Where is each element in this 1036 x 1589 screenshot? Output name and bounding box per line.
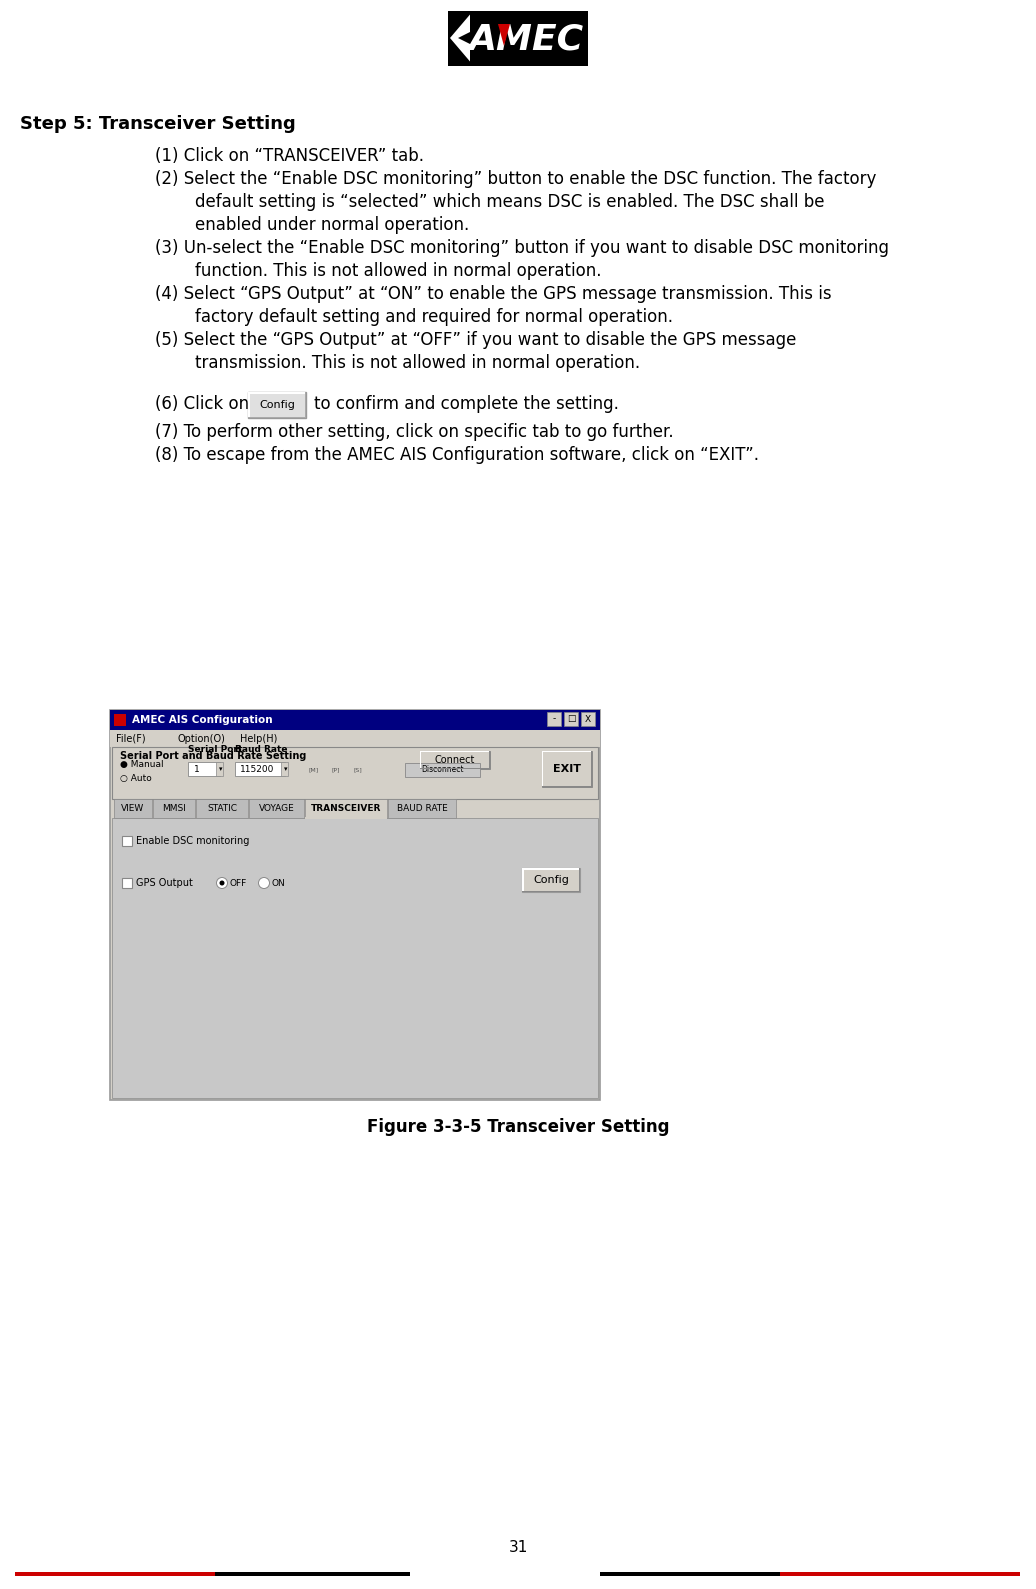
Text: STATIC: STATIC xyxy=(207,804,237,814)
Bar xyxy=(448,11,588,65)
Text: (3) Un-select the “Enable DSC monitoring” button if you want to disable DSC moni: (3) Un-select the “Enable DSC monitoring… xyxy=(155,238,889,257)
Bar xyxy=(388,799,456,818)
Circle shape xyxy=(217,877,228,888)
Text: ▾: ▾ xyxy=(284,766,288,772)
Text: transmission. This is not allowed in normal operation.: transmission. This is not allowed in nor… xyxy=(195,354,640,372)
Text: File(F): File(F) xyxy=(116,734,146,744)
Text: [M]: [M] xyxy=(309,767,319,772)
Text: (7) To perform other setting, click on specific tab to go further.: (7) To perform other setting, click on s… xyxy=(155,423,673,442)
Bar xyxy=(114,799,152,818)
Text: MMSI: MMSI xyxy=(162,804,185,814)
Text: -: - xyxy=(552,715,555,723)
Text: enabled under normal operation.: enabled under normal operation. xyxy=(195,216,469,234)
Text: Serial Port: Serial Port xyxy=(188,745,242,755)
Bar xyxy=(305,799,387,818)
Bar xyxy=(600,1572,780,1576)
Bar xyxy=(110,710,600,729)
Bar xyxy=(305,760,323,780)
Bar xyxy=(420,752,490,769)
Text: function. This is not allowed in normal operation.: function. This is not allowed in normal … xyxy=(195,262,602,280)
Bar xyxy=(281,763,288,775)
Text: GPS Output: GPS Output xyxy=(136,879,193,888)
Text: Help(H): Help(H) xyxy=(240,734,278,744)
Text: (5) Select the “GPS Output” at “OFF” if you want to disable the GPS message: (5) Select the “GPS Output” at “OFF” if … xyxy=(155,331,797,350)
Text: □: □ xyxy=(567,715,575,723)
Bar xyxy=(349,760,367,780)
Text: 31: 31 xyxy=(509,1540,527,1556)
Bar xyxy=(248,392,306,418)
Bar xyxy=(112,747,598,799)
Circle shape xyxy=(259,877,269,888)
Text: ▾: ▾ xyxy=(219,766,223,772)
Text: X: X xyxy=(585,715,592,723)
Text: Enable DSC monitoring: Enable DSC monitoring xyxy=(136,836,250,845)
Text: 1: 1 xyxy=(194,764,200,774)
Text: Serial Port and Baud Rate Setting: Serial Port and Baud Rate Setting xyxy=(120,752,307,761)
Bar xyxy=(581,712,595,726)
Text: VOYAGE: VOYAGE xyxy=(259,804,294,814)
Text: 115200: 115200 xyxy=(240,764,275,774)
Text: to confirm and complete the setting.: to confirm and complete the setting. xyxy=(314,396,618,413)
Bar xyxy=(564,712,578,726)
Text: TRANSCEIVER: TRANSCEIVER xyxy=(311,804,381,814)
Bar xyxy=(547,712,562,726)
Bar xyxy=(405,763,480,777)
Text: [P]: [P] xyxy=(332,767,340,772)
Bar xyxy=(188,763,220,775)
Text: Config: Config xyxy=(534,876,569,885)
Text: ON: ON xyxy=(272,879,286,888)
Polygon shape xyxy=(498,24,510,46)
Bar xyxy=(196,799,248,818)
Bar xyxy=(327,760,345,780)
Bar xyxy=(215,1572,410,1576)
Bar xyxy=(122,836,132,845)
Bar xyxy=(780,1572,1020,1576)
Text: (2) Select the “Enable DSC monitoring” button to enable the DSC function. The fa: (2) Select the “Enable DSC monitoring” b… xyxy=(155,170,876,188)
Text: VIEW: VIEW xyxy=(121,804,145,814)
Text: Config: Config xyxy=(259,400,295,410)
Text: Figure 3-3-5 Transceiver Setting: Figure 3-3-5 Transceiver Setting xyxy=(367,1119,669,1136)
Bar xyxy=(153,799,195,818)
Text: (6) Click on: (6) Click on xyxy=(155,396,249,413)
Polygon shape xyxy=(450,14,470,62)
Text: ● Manual: ● Manual xyxy=(120,761,164,769)
Text: ○ Auto: ○ Auto xyxy=(120,774,151,783)
Text: OFF: OFF xyxy=(230,879,248,888)
Bar xyxy=(522,868,523,891)
Text: default setting is “selected” which means DSC is enabled. The DSC shall be: default setting is “selected” which mean… xyxy=(195,192,825,211)
Text: AMEC AIS Configuration: AMEC AIS Configuration xyxy=(132,715,272,725)
Bar xyxy=(114,713,126,726)
Bar xyxy=(15,1572,215,1576)
Text: Step 5: Transceiver Setting: Step 5: Transceiver Setting xyxy=(20,114,295,133)
Text: AMEC: AMEC xyxy=(468,22,583,57)
Bar xyxy=(578,868,580,891)
Bar xyxy=(522,868,580,891)
Text: Baud Rate: Baud Rate xyxy=(235,745,288,755)
Bar xyxy=(110,729,600,747)
Bar xyxy=(112,818,598,1098)
Circle shape xyxy=(220,880,225,885)
Bar xyxy=(122,879,132,888)
Text: (8) To escape from the AMEC AIS Configuration software, click on “EXIT”.: (8) To escape from the AMEC AIS Configur… xyxy=(155,447,759,464)
Text: BAUD RATE: BAUD RATE xyxy=(397,804,448,814)
Text: EXIT: EXIT xyxy=(553,764,581,774)
Bar xyxy=(249,799,304,818)
Text: Connect: Connect xyxy=(435,755,476,764)
Bar xyxy=(235,763,285,775)
Text: (1) Click on “TRANSCEIVER” tab.: (1) Click on “TRANSCEIVER” tab. xyxy=(155,148,424,165)
Bar xyxy=(305,392,306,418)
Text: [S]: [S] xyxy=(353,767,363,772)
Bar xyxy=(542,752,592,787)
Text: factory default setting and required for normal operation.: factory default setting and required for… xyxy=(195,308,673,326)
Text: (4) Select “GPS Output” at “ON” to enable the GPS message transmission. This is: (4) Select “GPS Output” at “ON” to enabl… xyxy=(155,284,832,303)
Text: Disconnect: Disconnect xyxy=(421,766,463,774)
Bar xyxy=(248,392,250,418)
Text: Option(O): Option(O) xyxy=(178,734,226,744)
Bar xyxy=(110,710,600,1100)
Bar xyxy=(215,763,223,775)
